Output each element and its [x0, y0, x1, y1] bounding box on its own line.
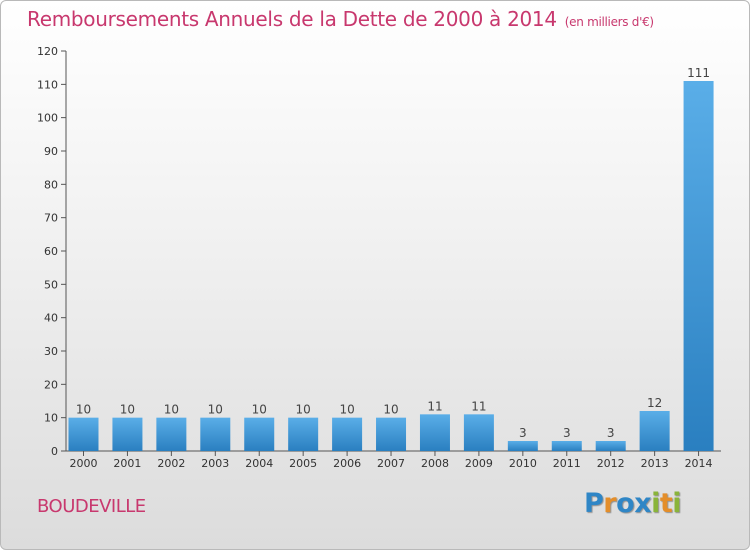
x-tick-label-2014: 2014 — [685, 457, 713, 470]
y-tick-label: 10 — [44, 412, 58, 425]
data-label-2012: 3 — [607, 426, 615, 440]
bar-2011[interactable] — [551, 441, 582, 451]
logo-letter: x — [634, 488, 652, 519]
logo-letter: i — [651, 488, 660, 519]
bar-2006[interactable] — [332, 417, 363, 451]
bar-2014[interactable] — [683, 81, 714, 451]
bar-2010[interactable] — [507, 441, 538, 451]
data-label-2009: 11 — [471, 399, 486, 413]
logo-letter: P — [584, 488, 604, 519]
x-tick-label-2013: 2013 — [641, 457, 669, 470]
chart-title: Remboursements Annuels de la Dette de 20… — [27, 7, 654, 31]
y-tick-label: 70 — [44, 212, 58, 225]
data-label-2001: 10 — [120, 403, 135, 417]
bar-2007[interactable] — [376, 417, 407, 451]
y-tick-label: 20 — [44, 378, 58, 391]
data-label-2005: 10 — [296, 403, 311, 417]
x-tick-label-2003: 2003 — [201, 457, 229, 470]
y-tick-label: 100 — [37, 112, 58, 125]
y-tick-label: 0 — [51, 445, 58, 458]
logo-letter: r — [603, 488, 617, 519]
city-name: BOUDEVILLE — [37, 496, 146, 517]
data-label-2014: 111 — [687, 66, 710, 80]
x-tick-label-2010: 2010 — [509, 457, 537, 470]
chart-unit: (en milliers d'€) — [564, 15, 654, 29]
y-tick-label: 90 — [44, 145, 58, 158]
data-label-2011: 3 — [563, 426, 571, 440]
x-tick-label-2011: 2011 — [553, 457, 581, 470]
x-tick-label-2009: 2009 — [465, 457, 493, 470]
x-tick-label-2008: 2008 — [421, 457, 449, 470]
data-label-2003: 10 — [208, 403, 223, 417]
y-tick-label: 60 — [44, 245, 58, 258]
x-tick-label-2004: 2004 — [245, 457, 273, 470]
data-label-2008: 11 — [427, 399, 442, 413]
bar-2003[interactable] — [200, 417, 231, 451]
y-tick-label: 120 — [37, 45, 58, 58]
bar-2004[interactable] — [244, 417, 275, 451]
x-tick-label-2012: 2012 — [597, 457, 625, 470]
x-tick-label-2002: 2002 — [157, 457, 185, 470]
data-label-2010: 3 — [519, 426, 527, 440]
x-tick-label-2000: 2000 — [70, 457, 98, 470]
bar-2001[interactable] — [112, 417, 143, 451]
x-tick-label-2007: 2007 — [377, 457, 405, 470]
y-tick-label: 80 — [44, 178, 58, 191]
chart-title-text: Remboursements Annuels de la Dette de 20… — [27, 7, 557, 31]
y-tick-label: 40 — [44, 312, 58, 325]
logo-letter: i — [672, 488, 682, 519]
data-label-2000: 10 — [76, 403, 91, 417]
data-label-2013: 12 — [647, 396, 662, 410]
proxiti-logo[interactable]: Proxiti — [584, 488, 682, 519]
logo-letter: t — [659, 488, 673, 519]
chart-bars: 10 10 10 10 10 10 10 10 11 11 3 3 3 12 111 — [68, 66, 714, 451]
x-tick-label-2005: 2005 — [289, 457, 317, 470]
bar-2000[interactable] — [68, 417, 99, 451]
data-label-2006: 10 — [339, 403, 354, 417]
logo-letter: o — [616, 488, 635, 519]
y-tick-label: 110 — [37, 78, 58, 91]
y-tick-label: 30 — [44, 345, 58, 358]
bar-2013[interactable] — [639, 411, 670, 451]
bar-2008[interactable] — [419, 414, 450, 451]
bar-2002[interactable] — [156, 417, 187, 451]
bar-2012[interactable] — [595, 441, 626, 451]
x-tick-label-2006: 2006 — [333, 457, 361, 470]
x-tick-label-2001: 2001 — [113, 457, 141, 470]
data-label-2007: 10 — [383, 403, 398, 417]
chart-axes: 0 10 20 30 40 50 60 70 80 90 100 110 120 2000 2001 2002… — [37, 45, 721, 470]
bar-2005[interactable] — [288, 417, 319, 451]
data-label-2004: 10 — [252, 403, 267, 417]
data-label-2002: 10 — [164, 403, 179, 417]
y-tick-label: 50 — [44, 278, 58, 291]
bar-2009[interactable] — [463, 414, 494, 451]
